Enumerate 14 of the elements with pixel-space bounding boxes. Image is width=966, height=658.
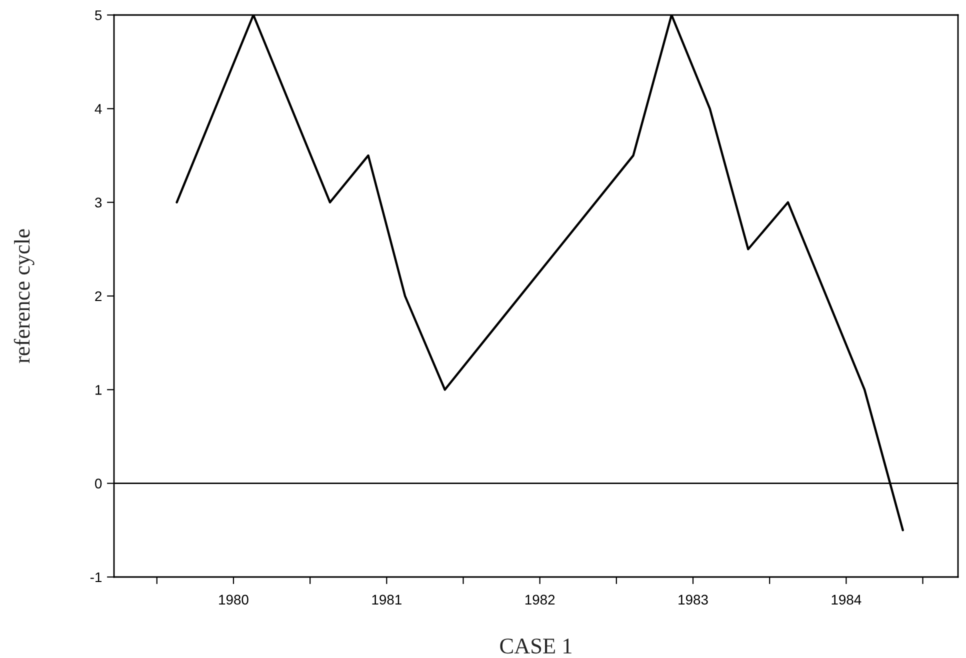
y-axis-title: reference cycle [14, 229, 34, 364]
y-tick-label: 4 [94, 104, 102, 114]
y-tick-label: -1 [90, 572, 102, 582]
x-tick-label: 1982 [525, 594, 555, 605]
y-tick-label: 0 [95, 478, 102, 489]
y-tick-label: 5 [95, 10, 102, 20]
x-tick-label: 1981 [372, 594, 402, 605]
x-tick-label: 1980 [219, 594, 248, 605]
y-tick-label: 2 [95, 291, 102, 302]
y-tick-label: 3 [95, 198, 102, 208]
y-tick-label: 1 [96, 385, 102, 395]
x-axis-title: CASE 1 [500, 638, 572, 654]
x-tick-label: 1984 [832, 594, 862, 605]
x-tick-label: 1983 [678, 594, 708, 605]
